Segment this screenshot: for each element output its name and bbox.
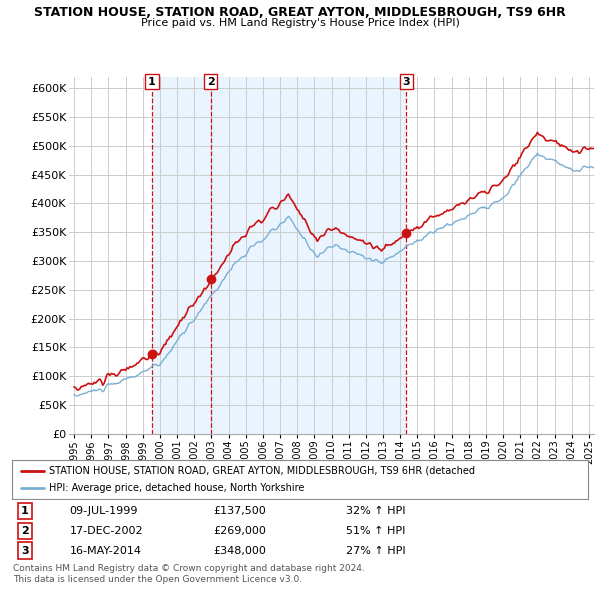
Bar <box>152 77 211 434</box>
Text: 1: 1 <box>21 506 29 516</box>
Text: 2: 2 <box>21 526 29 536</box>
Text: 3: 3 <box>21 546 28 556</box>
Text: 3: 3 <box>403 77 410 87</box>
Text: £137,500: £137,500 <box>214 506 266 516</box>
Text: STATION HOUSE, STATION ROAD, GREAT AYTON, MIDDLESBROUGH, TS9 6HR: STATION HOUSE, STATION ROAD, GREAT AYTON… <box>34 6 566 19</box>
Text: 51% ↑ HPI: 51% ↑ HPI <box>346 526 406 536</box>
Text: HPI: Average price, detached house, North Yorkshire: HPI: Average price, detached house, Nort… <box>49 483 305 493</box>
Text: £348,000: £348,000 <box>214 546 266 556</box>
Text: Price paid vs. HM Land Registry's House Price Index (HPI): Price paid vs. HM Land Registry's House … <box>140 18 460 28</box>
Text: £269,000: £269,000 <box>214 526 266 536</box>
Text: STATION HOUSE, STATION ROAD, GREAT AYTON, MIDDLESBROUGH, TS9 6HR (detached: STATION HOUSE, STATION ROAD, GREAT AYTON… <box>49 466 475 476</box>
Text: Contains HM Land Registry data © Crown copyright and database right 2024.: Contains HM Land Registry data © Crown c… <box>13 564 365 573</box>
Bar <box>211 77 406 434</box>
Text: 16-MAY-2014: 16-MAY-2014 <box>70 546 142 556</box>
Text: 1: 1 <box>148 77 156 87</box>
Text: This data is licensed under the Open Government Licence v3.0.: This data is licensed under the Open Gov… <box>13 575 302 584</box>
Text: 17-DEC-2002: 17-DEC-2002 <box>70 526 143 536</box>
Text: 27% ↑ HPI: 27% ↑ HPI <box>346 546 406 556</box>
Text: 2: 2 <box>207 77 215 87</box>
Text: 09-JUL-1999: 09-JUL-1999 <box>70 506 138 516</box>
Text: 32% ↑ HPI: 32% ↑ HPI <box>346 506 406 516</box>
